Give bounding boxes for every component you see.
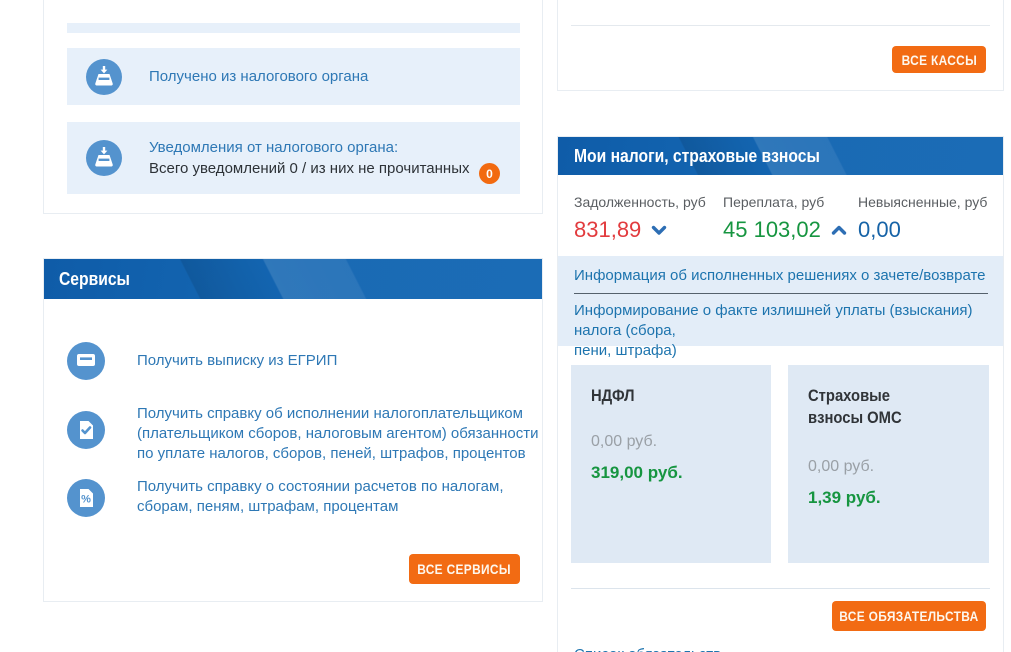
partial-row [67,23,520,33]
chevron-down-icon[interactable] [651,225,667,236]
ndfl-tile[interactable]: НДФЛ 0,00 руб. 319,00 руб. [571,365,771,563]
overpayment-value[interactable]: 45 103,02 [723,217,847,243]
kassy-card: ВСЕ КАССЫ [557,0,1004,91]
services-card-title: Сервисы [59,268,130,289]
service-item-spravka-ispolnenie[interactable]: Получить справку об исполнении налогопла… [67,404,539,464]
all-obligations-button[interactable]: ВСЕ ОБЯЗАТЕЛЬСТВА [832,601,986,631]
all-services-button[interactable]: ВСЕ СЕРВИСЫ [409,554,520,584]
service-item-label[interactable]: Получить справку о состоянии расчетов по… [137,478,504,515]
chevron-up-icon[interactable] [831,225,847,236]
debt-value[interactable]: 831,89 [574,217,706,243]
notifications-count-badge: 0 [479,163,500,184]
notifications-title[interactable]: Уведомления от налогового органа: [149,139,399,156]
inbox-arrow-icon [86,58,122,95]
taxes-card: Мои налоги, страховые взносы Задолженнос… [557,136,1004,652]
kassy-card-divider [571,25,990,26]
overpayment-summary: Переплата, руб 45 103,02 [723,194,847,243]
offset-refund-link[interactable]: Информация об исполненных решениях о зач… [574,267,986,284]
document-check-icon [67,411,105,449]
taxes-card-header: Мои налоги, страховые взносы [558,137,1003,175]
oms-tile-title: Страховые взносы ОМС [808,386,902,427]
band-divider [574,293,988,294]
taxes-card-divider [571,588,990,589]
info-band: Информация об исполненных решениях о зач… [558,256,1003,359]
notifications-row[interactable]: Уведомления от налогового органа: Всего … [67,122,520,194]
all-kassy-button[interactable]: ВСЕ КАССЫ [892,46,986,73]
unclear-summary: Невыясненные, руб 0,00 [858,194,987,243]
inbox-arrow-icon [86,140,122,176]
service-item-spravka-raschety[interactable]: % Получить справку о состоянии расчетов … [67,477,504,517]
unclear-label: Невыясненные, руб [858,194,988,210]
oms-zero-amount: 0,00 руб. [808,458,875,475]
unclear-value: 0,00 [858,217,901,242]
overpayment-label: Переплата, руб [723,194,825,210]
services-card-header: Сервисы [44,259,542,299]
inbox-card: Получено из налогового органа Уведомлени… [43,0,543,214]
debt-summary: Задолженность, руб 831,89 [574,194,706,243]
ndfl-zero-amount: 0,00 руб. [591,433,658,450]
inbox-row-received[interactable]: Получено из налогового органа [67,48,520,105]
ndfl-tile-title: НДФЛ [591,386,635,405]
services-card: Сервисы Получить выписку из ЕГРИП Получи… [43,258,543,602]
oms-tile[interactable]: Страховые взносы ОМС 0,00 руб. 1,39 руб. [788,365,989,563]
statement-printer-icon [67,342,105,380]
document-percent-icon: % [67,479,105,517]
inbox-row-label[interactable]: Получено из налогового органа [149,68,369,85]
oms-amount: 1,39 руб. [808,488,881,507]
notifications-subtitle: Всего уведомлений 0 / из них не прочитан… [149,160,470,177]
ndfl-amount: 319,00 руб. [591,463,683,482]
taxes-card-title: Мои налоги, страховые взносы [574,145,820,166]
service-item-label[interactable]: Получить справку об исполнении налогопла… [137,405,539,462]
obligations-list-link[interactable]: Список обязательств [574,646,721,652]
overpay-info-link[interactable]: Информирование о факте излишней уплаты (… [574,302,973,359]
svg-text:%: % [81,494,91,506]
service-item-label[interactable]: Получить выписку из ЕГРИП [137,352,338,369]
service-item-egrip[interactable]: Получить выписку из ЕГРИП [67,342,337,380]
debt-label: Задолженность, руб [574,194,706,210]
